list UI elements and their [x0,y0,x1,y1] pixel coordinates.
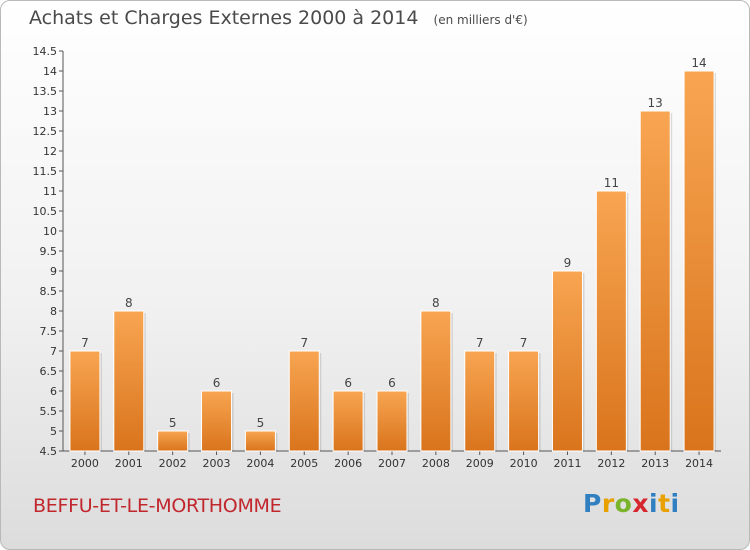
y-tick-label: 6.5 [40,365,58,378]
bar-2010 [508,350,540,452]
x-tick-label: 2006 [334,457,362,470]
x-tick-label: 2013 [641,457,669,470]
bar-2008 [420,310,452,452]
data-label: 13 [648,96,663,110]
x-tick-label: 2003 [203,457,231,470]
logo-letter: i [649,489,659,518]
y-tick-label: 8 [50,305,57,318]
data-label: 9 [564,256,572,270]
y-tick-label: 5.5 [40,405,58,418]
data-label: 7 [300,336,308,350]
x-tick-label: 2014 [685,457,713,470]
logo-letter: t [658,489,671,518]
x-tick-label: 2008 [422,457,450,470]
bar-2002 [157,430,189,452]
x-tick-label: 2011 [553,457,581,470]
x-tick-label: 2009 [466,457,494,470]
logo-letter: r [601,489,615,518]
y-tick-label: 5 [50,425,57,438]
bar-2007 [376,390,408,452]
bar-2009 [464,350,496,452]
y-tick-label: 13 [43,105,57,118]
bar-2011 [551,270,583,452]
logo-letter: o [614,489,633,518]
data-label: 6 [344,376,352,390]
y-tick-label: 8.5 [40,285,58,298]
bar-2000 [69,350,101,452]
data-label: 11 [604,176,619,190]
proxiti-logo[interactable]: Proxiti [583,489,680,518]
data-label: 8 [125,296,133,310]
title-block: Achats et Charges Externes 2000 à 2014 (… [29,7,528,29]
x-tick-label: 2012 [597,457,625,470]
bar-2001 [113,310,145,452]
x-tick-label: 2001 [115,457,143,470]
data-label: 5 [257,416,265,430]
bar-2003 [201,390,233,452]
y-tick-label: 7.5 [40,325,58,338]
x-tick-label: 2010 [510,457,538,470]
data-label: 5 [169,416,177,430]
x-tick-label: 2004 [246,457,274,470]
y-tick-label: 11 [43,185,57,198]
chart-title: Achats et Charges Externes 2000 à 2014 [29,7,419,29]
data-label: 7 [476,336,484,350]
bar-2013 [639,110,671,452]
bar-2006 [332,390,364,452]
y-tick-label: 9 [50,265,57,278]
x-tick-label: 2002 [159,457,187,470]
x-tick-label: 2005 [290,457,318,470]
bar-2014 [683,70,715,452]
y-tick-label: 14.5 [33,45,58,58]
logo-letter: x [632,489,649,518]
bars: 7 8 5 6 5 7 6 6 8 7 7 9 11 13 14 [69,56,717,452]
bar-2004 [244,430,276,452]
y-tick-label: 14 [43,65,57,78]
y-tick-label: 4.5 [40,445,58,458]
y-tick-label: 9.5 [40,245,58,258]
data-label: 7 [81,336,89,350]
bar-2005 [288,350,320,452]
logo-letter: i [670,489,680,518]
commune-name: BEFFU-ET-LE-MORTHOMME [33,495,282,517]
data-label: 7 [520,336,528,350]
logo-letter: P [583,489,602,518]
data-label: 6 [388,376,396,390]
y-tick-label: 10.5 [33,205,58,218]
y-tick-label: 10 [43,225,57,238]
bar-2012 [595,190,627,452]
y-tick-label: 12 [43,145,57,158]
data-label: 8 [432,296,440,310]
y-tick-label: 13.5 [33,85,58,98]
data-label: 6 [213,376,221,390]
y-tick-label: 7 [50,345,57,358]
x-tick-label: 2000 [71,457,99,470]
y-tick-label: 11.5 [33,165,58,178]
data-label: 14 [691,56,706,70]
y-tick-label: 12.5 [33,125,58,138]
x-tick-label: 2007 [378,457,406,470]
chart-subtitle: (en milliers d'€) [433,13,528,27]
y-tick-label: 6 [50,385,57,398]
